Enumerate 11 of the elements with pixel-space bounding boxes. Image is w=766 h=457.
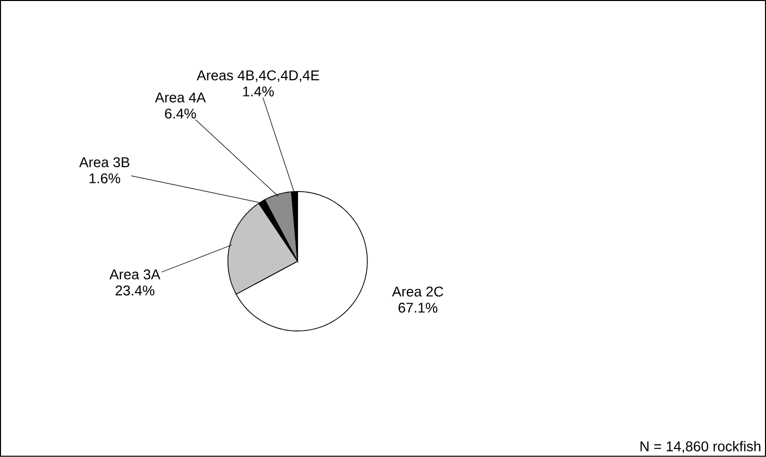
data-label: 1.4% <box>243 86 274 96</box>
slice-label: Areas 4B,4C,4D,4E <box>196 70 320 82</box>
slice-label: Area 4A <box>154 92 206 103</box>
slice-label: Area 3B <box>79 157 130 168</box>
data-label: 67.1% <box>398 302 438 313</box>
data-label: 1.6% <box>90 173 120 184</box>
slice-label: Area 2C <box>392 286 444 297</box>
data-label: 6.4% <box>165 108 196 119</box>
slice-label: Area 3A <box>109 270 160 280</box>
text: N = 14,860 rockfish <box>640 441 760 454</box>
data-label: 23.4% <box>116 286 154 296</box>
